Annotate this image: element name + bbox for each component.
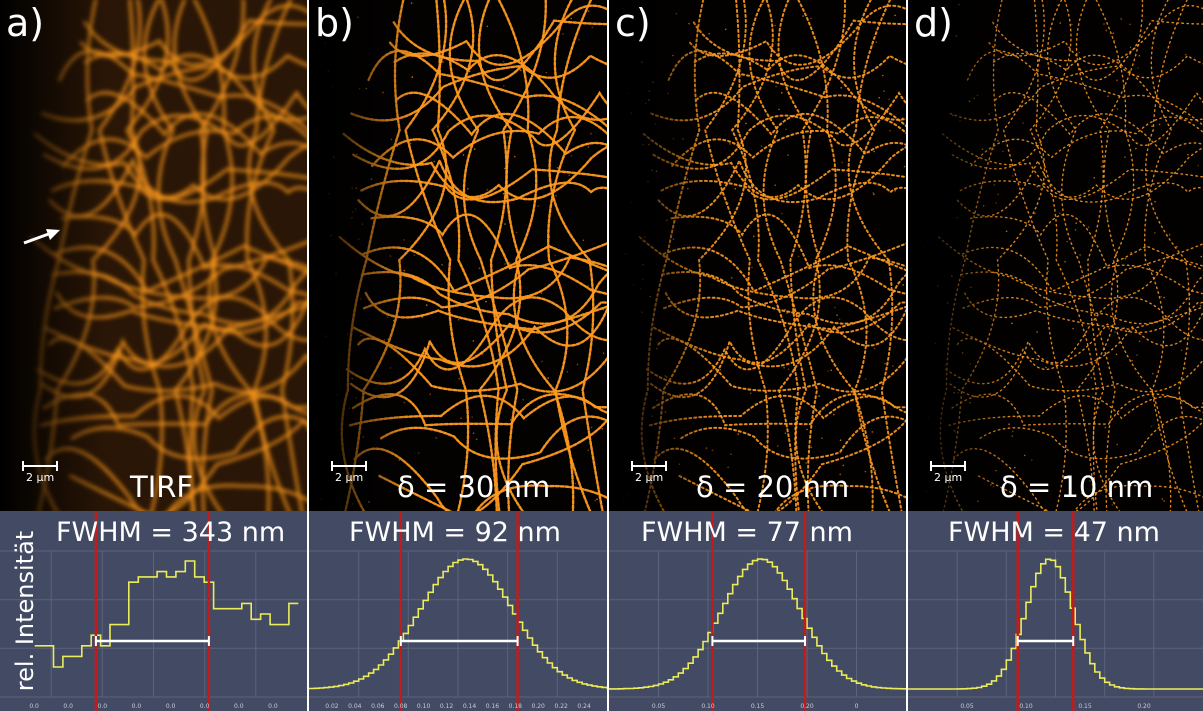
x-tick-label: 0.18 (509, 703, 523, 710)
x-tick-label: 0.22 (555, 703, 569, 710)
x-tick-label: 0.20 (532, 703, 546, 710)
profile-line (309, 558, 607, 690)
profile-line (908, 558, 1203, 690)
x-tick-label: 0.04 (348, 703, 362, 710)
scale-bar: 2 µm (331, 461, 371, 484)
panel-letter: c) (615, 1, 651, 45)
x-tick-label: 0.10 (1019, 703, 1033, 710)
panel-letter: d) (914, 1, 953, 45)
scale-bar: 2 µm (930, 461, 970, 484)
arrow-icon (23, 229, 60, 245)
filament-image-delta30 (309, 0, 607, 511)
panel-letter: a) (6, 1, 45, 45)
x-tick-label: 0.16 (486, 703, 500, 710)
scale-bar-label: 2 µm (335, 471, 364, 484)
fwhm-label: FWHM = 92 nm (349, 517, 561, 548)
scale-bar: 2 µm (631, 461, 671, 484)
profile-plot: 0.02 0.04 0.06 0.08 0.10 0.12 0.14 0.16 0.18 0.20… (309, 511, 607, 711)
x-tick-label: 0.14 (463, 703, 477, 710)
intensity-profile: 0.02 0.04 0.06 0.08 0.10 0.12 0.14 0.16 0.18 0.20… (309, 511, 607, 711)
x-tick-label: 0.0 (200, 703, 210, 710)
intensity-profile: 0.05 0.10 0.15 0.20 (908, 511, 1203, 711)
panel-caption: δ = 30 nm (397, 470, 551, 504)
fwhm-label: FWHM = 343 nm (56, 517, 286, 548)
profile-plot: 0.05 0.10 0.15 0.20 0 FWHM = 77 nm (609, 511, 906, 711)
x-tick-label: 0.0 (268, 703, 278, 710)
scale-bar: 2 µm (22, 461, 62, 484)
x-tick-label: 0.0 (98, 703, 108, 710)
x-tick-label: 0.0 (132, 703, 142, 710)
x-tick-label: 0.20 (1137, 703, 1151, 710)
filament-image-tirf (0, 0, 307, 511)
filament-image-delta10 (908, 0, 1203, 511)
x-tick-label: 0.15 (1078, 703, 1092, 710)
x-tick-label: 0.20 (800, 703, 814, 710)
x-tick-label: 0.0 (29, 703, 39, 710)
panel-divider (307, 0, 309, 711)
intensity-profile: 0.05 0.10 0.15 0.20 0 (609, 511, 906, 711)
x-tick-label: 0.0 (63, 703, 73, 710)
scale-bar-label: 2 µm (934, 471, 963, 484)
panel-caption: TIRF (130, 470, 194, 504)
profile-line (34, 560, 299, 668)
x-tick-label: 0.05 (652, 703, 666, 710)
x-tick-label: 0.10 (701, 703, 715, 710)
panel-caption: δ = 20 nm (696, 470, 850, 504)
panel-d: d) 2 µm δ = 10 nm 0.05 0.10 0.15 0.20 FWHM … (908, 0, 1203, 711)
fwhm-label: FWHM = 47 nm (948, 517, 1160, 548)
x-tick-label: 0.02 (325, 703, 339, 710)
profile-line (609, 558, 906, 690)
panel-letter: b) (315, 1, 354, 45)
panel-a: a) 2 µm TIRF 0.0 0.0 0.0 0.0 0.0 0.0 0.0 0.0 FW… (0, 0, 307, 711)
intensity-profile: 0.0 0.0 0.0 0.0 0.0 0.0 0.0 0.0 (0, 511, 307, 711)
panel-divider (906, 0, 908, 711)
x-tick-label: 0.12 (440, 703, 454, 710)
sr-image (908, 0, 1203, 511)
x-tick-label: 0.08 (394, 703, 408, 710)
sr-image (309, 0, 607, 511)
tirf-image (0, 0, 307, 511)
scale-bar-label: 2 µm (26, 471, 55, 484)
x-tick-label: 0.0 (166, 703, 176, 710)
panel-b: b) 2 µm δ = 30 nm 0.02 0.04 0.06 0.08 0.10 0.… (309, 0, 607, 711)
scale-bar-label: 2 µm (635, 471, 664, 484)
profile-plot: 0.0 0.0 0.0 0.0 0.0 0.0 0.0 0.0 FWHM = 343 nm r… (0, 511, 307, 711)
x-tick-label: 0.15 (751, 703, 765, 710)
fwhm-label: FWHM = 77 nm (641, 517, 853, 548)
x-tick-label: 0.0 (234, 703, 244, 710)
profile-plot: 0.05 0.10 0.15 0.20 FWHM = 47 nm (908, 511, 1203, 711)
filament-image-delta20 (609, 0, 906, 511)
panel-caption: δ = 10 nm (1000, 470, 1154, 504)
x-tick-label: 0.24 (577, 703, 591, 710)
x-tick-label: 0 (855, 703, 859, 710)
panel-divider (607, 0, 609, 711)
y-axis-label: rel. Intensität (11, 530, 39, 692)
x-tick-label: 0.05 (960, 703, 974, 710)
panel-c: c) 2 µm δ = 20 nm 0.05 0.10 0.15 0.20 0 FWHM… (609, 0, 906, 711)
sr-image (609, 0, 906, 511)
x-tick-label: 0.06 (371, 703, 385, 710)
x-tick-label: 0.10 (417, 703, 431, 710)
